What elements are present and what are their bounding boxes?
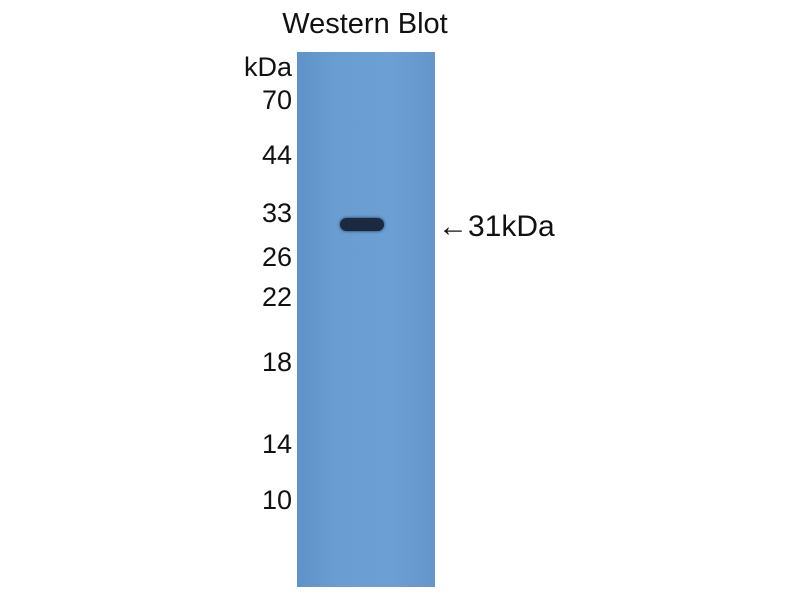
blot-title: Western Blot	[282, 8, 448, 40]
marker-label: 26	[261, 242, 292, 272]
protein-band	[340, 218, 384, 231]
band-annotation: ←31kDa	[438, 210, 555, 243]
marker-label: 14	[261, 429, 292, 459]
marker-label: 10	[261, 485, 292, 515]
unit-label: kDa	[243, 52, 292, 82]
marker-label: 44	[261, 140, 292, 170]
marker-label: 70	[261, 85, 292, 115]
marker-label: 33	[261, 198, 292, 228]
blot-lane	[297, 52, 435, 587]
marker-label: 18	[261, 347, 292, 377]
marker-label: 22	[261, 282, 292, 312]
